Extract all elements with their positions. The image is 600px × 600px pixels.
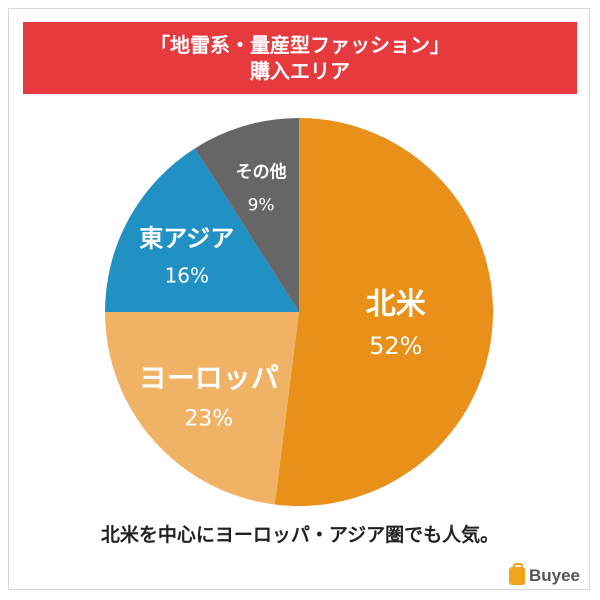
slice-value-east-asia: 16% (165, 263, 209, 287)
pie-labels: 北米 52% ヨーロッパ 23% 東アジア 16% その他 9% (139, 162, 426, 432)
slice-label-europe: ヨーロッパ (139, 362, 279, 395)
brand-logo: Buyee (508, 563, 580, 586)
pie-slices (105, 118, 493, 506)
pie-slice-3 (195, 118, 299, 312)
chart-title: 「地雷系・量産型ファッション」 (150, 33, 450, 57)
slice-value-other: 9% (248, 196, 275, 216)
chart-caption: 北米を中心にヨーロッパ・アジア圏でも人気。 (100, 524, 500, 546)
pie-slice-2 (105, 148, 299, 312)
slice-value-north-america: 52% (369, 332, 422, 360)
slice-label-other: その他 (236, 162, 287, 183)
chart-title-banner: 「地雷系・量産型ファッション」 購入エリア (23, 22, 577, 94)
pie-slice-1 (105, 312, 299, 505)
chart-subtitle: 購入エリア (250, 59, 350, 83)
slice-label-north-america: 北米 (366, 287, 426, 322)
brand-name: Buyee (528, 566, 580, 585)
slice-label-east-asia: 東アジア (139, 224, 234, 252)
shopping-bag-icon (508, 563, 525, 585)
slice-value-europe: 23% (184, 407, 233, 432)
pie-slice-0 (274, 118, 493, 506)
